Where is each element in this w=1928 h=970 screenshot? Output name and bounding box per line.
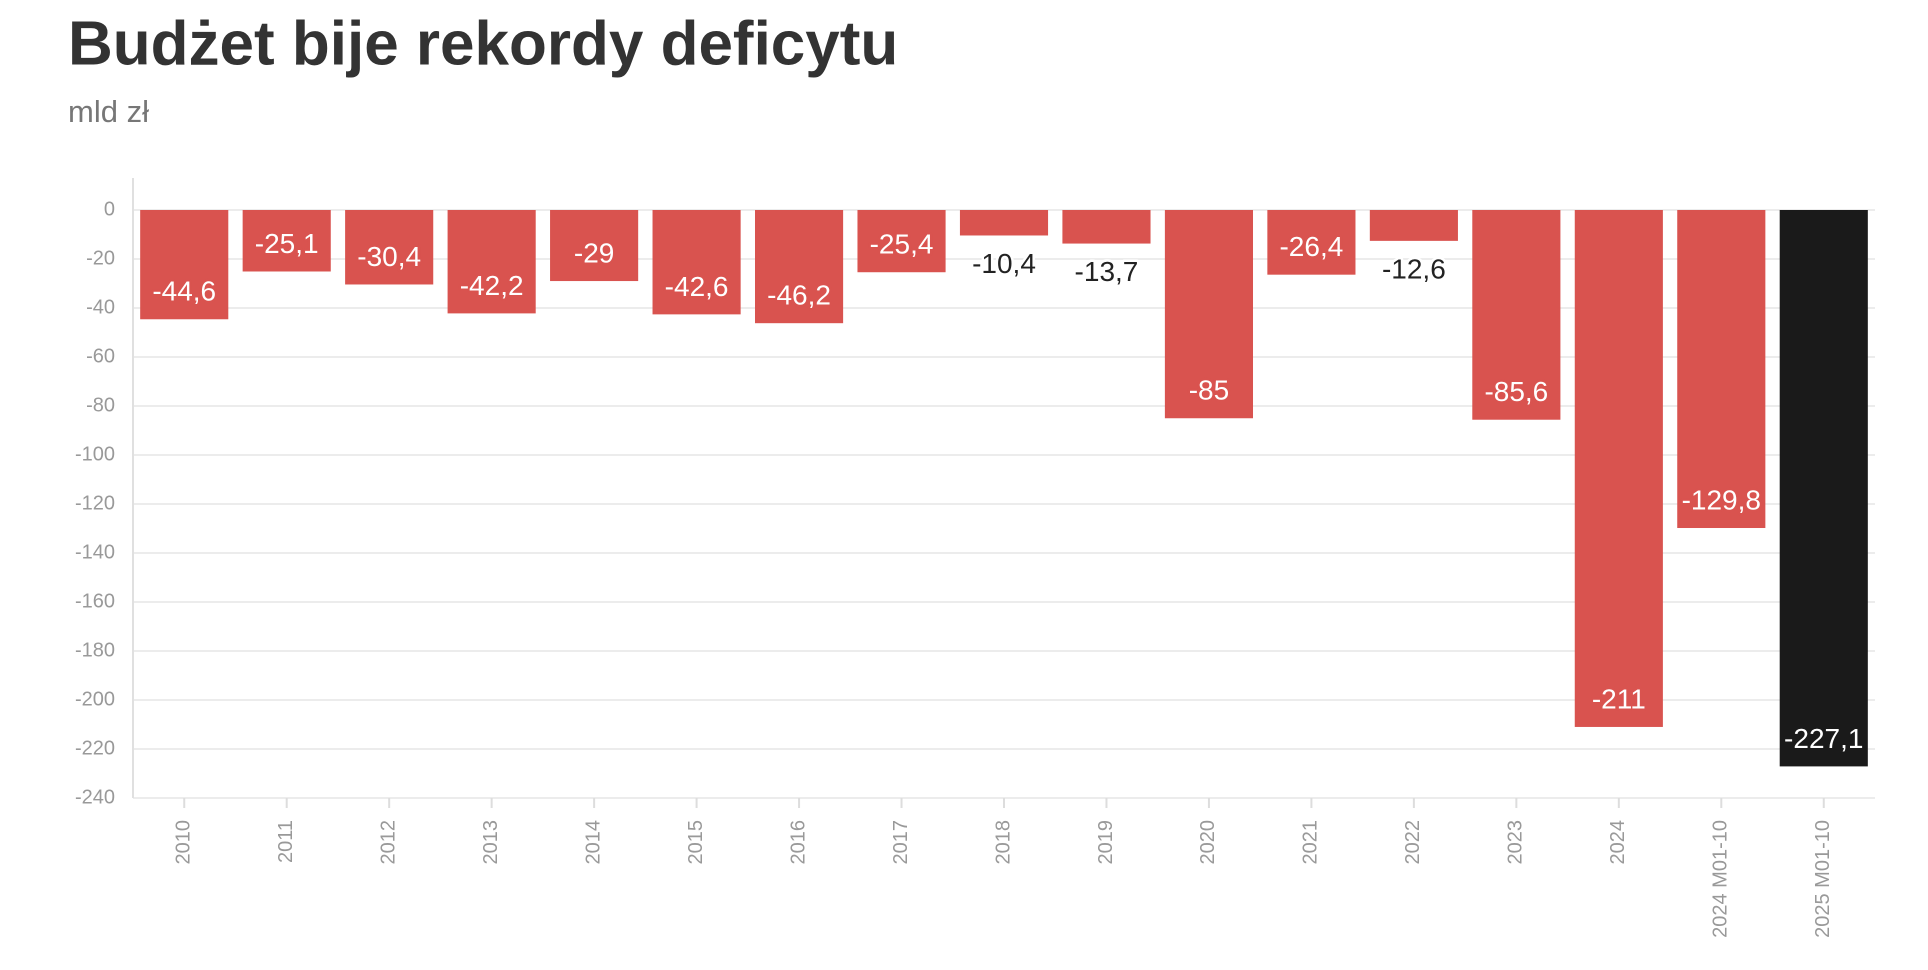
bar [345,210,434,285]
bar [959,210,1049,236]
x-tick-label: 2019 [1095,820,1117,865]
y-tick-label: -180 [75,639,115,661]
data-label: -13,7 [1075,256,1139,287]
data-label: -227,1 [1784,723,1863,754]
bar [857,210,946,273]
y-tick-label: -220 [75,737,115,759]
x-tick-label: 2022 [1402,820,1424,865]
y-tick-label: -140 [75,541,115,563]
bar [140,210,229,320]
data-label: -42,6 [665,271,729,302]
chart-title: Budżet bije rekordy deficytu [68,9,898,78]
data-label: -85,6 [1484,376,1548,407]
x-tick-label: 2011 [275,820,297,863]
bar [1677,210,1766,529]
x-tick-label: 2012 [377,820,399,865]
x-tick-label: 2025 M01-10 [1812,820,1834,938]
bar [1062,210,1151,244]
y-tick-label: -20 [86,247,115,269]
y-tick-label: -160 [75,590,115,612]
y-tick-label: -80 [86,394,115,416]
data-label: -211 [1592,683,1646,714]
y-tick-label: -60 [86,345,115,367]
data-label: -129,8 [1682,484,1761,515]
bar [754,210,844,324]
data-label: -10,4 [972,248,1036,279]
x-tick-label: 2013 [480,820,502,865]
y-tick-label: -240 [75,786,115,808]
bar [1369,210,1458,241]
bar [652,210,741,315]
y-tick-label: -200 [75,688,115,710]
x-tick-label: 2014 [582,820,604,865]
data-label: -29 [574,237,614,268]
bar [1574,210,1663,727]
x-tick-label: 2024 [1607,820,1629,865]
y-tick-label: -120 [75,492,115,514]
bar [242,210,331,272]
data-label: -30,4 [357,241,421,272]
chart-subtitle: mld zł [68,94,149,129]
bar [550,210,639,282]
x-tick-label: 2021 [1300,820,1322,865]
x-tick-label: 2024 M01-10 [1710,820,1732,938]
bar [447,210,536,314]
data-label: -85 [1189,375,1229,406]
data-label: -44,6 [152,276,216,307]
bar [1779,210,1868,767]
x-tick-label: 2023 [1505,820,1527,865]
x-tick-label: 2015 [685,820,707,865]
data-label: -42,2 [460,270,524,301]
bar [1472,210,1561,420]
x-tick-label: 2020 [1197,820,1219,865]
y-tick-label: -40 [86,296,115,318]
data-label: -25,1 [255,228,319,259]
x-tick-label: 2010 [173,820,195,865]
x-tick-label: 2018 [992,820,1014,865]
data-label: -12,6 [1382,253,1446,284]
data-label: -25,4 [870,229,934,260]
data-label: -26,4 [1279,231,1343,262]
y-tick-label: -100 [75,443,115,465]
data-label: -46,2 [767,280,831,311]
x-tick-label: 2017 [890,820,912,865]
bar [1267,210,1356,275]
x-tick-label: 2016 [787,820,809,865]
y-tick-label: 0 [104,198,115,220]
bar [1164,210,1254,419]
